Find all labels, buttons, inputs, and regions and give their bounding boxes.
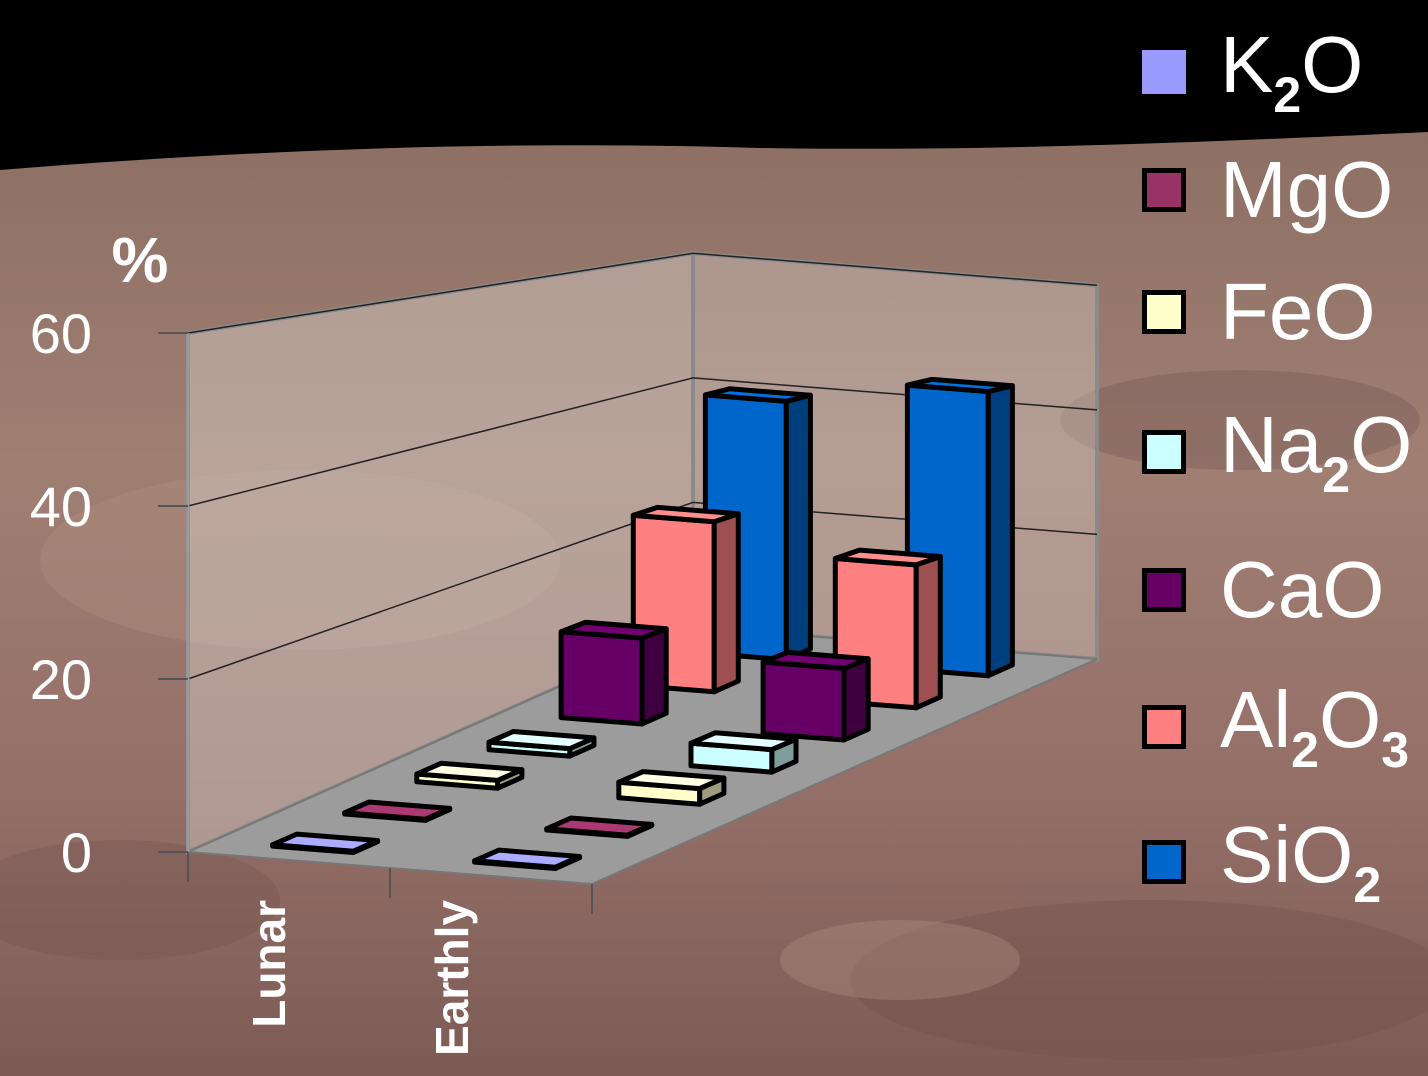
chart-axes: 0 20 40 60% Lunar Earthly	[30, 224, 593, 1056]
bar-side	[711, 511, 741, 695]
bar-Na2O-Earthly	[688, 730, 799, 775]
legend-swatch	[1142, 290, 1186, 334]
legend-item-feo: FeO	[1142, 262, 1376, 362]
bar-top	[414, 760, 525, 783]
legend-swatch	[1142, 568, 1186, 612]
bar-top	[904, 376, 1015, 394]
bar-K2O-Lunar	[270, 831, 381, 855]
bar-top	[760, 649, 871, 671]
legend-swatch	[1142, 430, 1186, 474]
bar-Na2O-Lunar	[486, 729, 597, 759]
bar-top	[630, 504, 741, 525]
bar-side	[783, 392, 813, 663]
chart-legend: K2O MgO FeO Na2O CaO Al2O3 SiO2	[1142, 0, 1428, 940]
bar-side	[985, 383, 1015, 679]
bar-top	[270, 831, 381, 854]
bar-MgO-Lunar	[342, 799, 453, 823]
bar-CaO-Lunar	[558, 619, 669, 727]
bar-FeO-Earthly	[616, 769, 727, 807]
y-tick-label: 0	[61, 821, 92, 884]
bar-front	[558, 629, 645, 727]
bar-CaO-Earthly	[760, 649, 871, 743]
category-label-lunar: Lunar	[243, 900, 295, 1028]
bar-top	[616, 769, 727, 792]
legend-label: Al2O3	[1220, 674, 1409, 778]
bar-top	[486, 729, 597, 752]
bar-Al2O3-Lunar	[630, 504, 741, 695]
legend-swatch	[1142, 840, 1186, 884]
y-tick-label: 20	[30, 648, 92, 711]
legend-label: SiO2	[1220, 809, 1382, 913]
legend-label: Na2O	[1220, 399, 1413, 503]
bar-FeO-Lunar	[414, 760, 525, 791]
bar-top	[544, 815, 655, 838]
y-tick-label: 60	[30, 302, 92, 365]
chart-bars	[270, 376, 1015, 871]
y-axis-unit-label: %	[112, 224, 169, 296]
legend-label: CaO	[1220, 545, 1385, 634]
legend-item-k2o: K2O	[1142, 22, 1363, 122]
bar-K2O-Earthly	[472, 847, 583, 871]
bar-side	[913, 554, 943, 711]
legend-item-al2o3: Al2O3	[1142, 677, 1409, 777]
legend-swatch	[1142, 168, 1186, 212]
legend-label: K2O	[1220, 19, 1364, 123]
legend-item-sio2: SiO2	[1142, 812, 1381, 912]
legend-item-na2o: Na2O	[1142, 402, 1412, 502]
legend-item-cao: CaO	[1142, 540, 1385, 640]
bar-Al2O3-Earthly	[832, 547, 943, 711]
bar-front	[760, 659, 847, 743]
bar-MgO-Earthly	[544, 815, 655, 839]
legend-label: MgO	[1220, 145, 1394, 234]
legend-item-mgo: MgO	[1142, 140, 1393, 240]
bar-SiO2-Earthly	[904, 376, 1015, 679]
bar-top	[702, 386, 813, 404]
bar-side	[841, 656, 871, 743]
legend-label: FeO	[1220, 267, 1376, 356]
bar-side	[639, 626, 669, 727]
legend-swatch	[1142, 50, 1186, 94]
bar-top	[472, 847, 583, 870]
category-label-earthly: Earthly	[426, 900, 478, 1056]
bar-top	[832, 547, 943, 568]
bar-top	[558, 619, 669, 641]
legend-swatch	[1142, 705, 1186, 749]
bar-top	[688, 730, 799, 753]
gridline	[187, 252, 1098, 334]
y-tick-label: 40	[30, 475, 92, 538]
bar-top	[342, 799, 453, 822]
